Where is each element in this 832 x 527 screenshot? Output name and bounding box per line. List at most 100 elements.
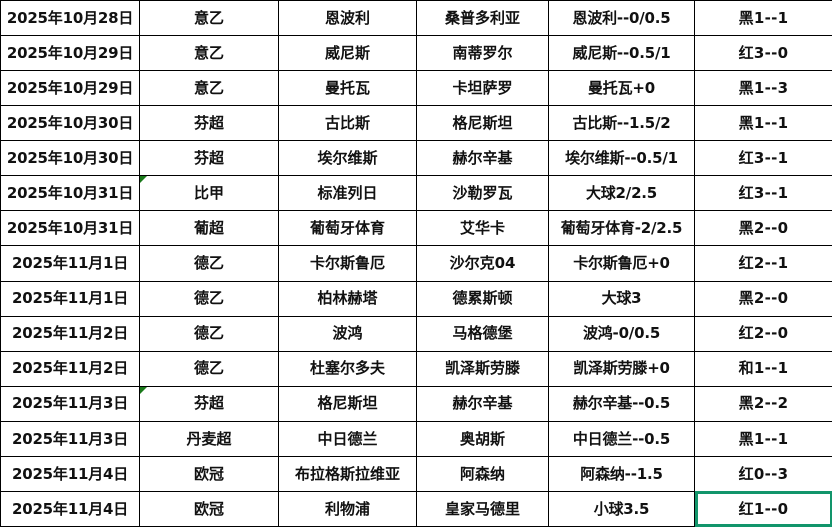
cell-away[interactable]: 卡坦萨罗 [416, 70, 549, 107]
cell-away[interactable]: 马格德堡 [416, 315, 549, 352]
cell-odds[interactable]: 葡萄牙体育-2/2.5 [548, 210, 695, 247]
cell-away[interactable]: 沙尔克04 [416, 245, 549, 282]
cell-date[interactable]: 2025年11月3日 [0, 385, 140, 422]
cell-home[interactable]: 柏林赫塔 [278, 280, 417, 317]
cell-away[interactable]: 奥胡斯 [416, 420, 549, 457]
table-row[interactable]: 2025年10月31日 葡超 葡萄牙体育 艾华卡 葡萄牙体育-2/2.5 黑2--0 [0, 210, 832, 247]
cell-result[interactable]: 黑1--1 [694, 0, 832, 37]
cell-away[interactable]: 阿森纳 [416, 455, 549, 492]
cell-date[interactable]: 2025年10月29日 [0, 35, 140, 72]
cell-league[interactable]: 意乙 [139, 0, 279, 37]
cell-result[interactable]: 黑1--3 [694, 70, 832, 107]
table-row[interactable]: 2025年10月29日 意乙 曼托瓦 卡坦萨罗 曼托瓦+0 黑1--3 [0, 70, 832, 107]
table-row[interactable]: 2025年10月30日 芬超 埃尔维斯 赫尔辛基 埃尔维斯--0.5/1 红3--1 [0, 140, 832, 177]
cell-result[interactable]: 和1--1 [694, 350, 832, 387]
cell-home[interactable]: 利物浦 [278, 490, 417, 527]
cell-home[interactable]: 布拉格斯拉维亚 [278, 455, 417, 492]
cell-odds[interactable]: 恩波利--0/0.5 [548, 0, 695, 37]
cell-odds[interactable]: 中日德兰--0.5 [548, 420, 695, 457]
cell-date[interactable]: 2025年10月28日 [0, 0, 140, 37]
cell-date[interactable]: 2025年11月4日 [0, 455, 140, 492]
cell-date[interactable]: 2025年10月31日 [0, 210, 140, 247]
cell-league[interactable]: 比甲 [139, 175, 279, 212]
cell-odds[interactable]: 波鸿-0/0.5 [548, 315, 695, 352]
cell-date[interactable]: 2025年11月1日 [0, 245, 140, 282]
table-row[interactable]: 2025年10月30日 芬超 古比斯 格尼斯坦 古比斯--1.5/2 黑1--1 [0, 105, 832, 142]
cell-result[interactable]: 黑1--1 [694, 420, 832, 457]
table-row[interactable]: 2025年11月4日 欧冠 利物浦 皇家马德里 小球3.5 红1--0 [0, 490, 832, 527]
cell-odds[interactable]: 古比斯--1.5/2 [548, 105, 695, 142]
table-row[interactable]: 2025年10月28日 意乙 恩波利 桑普多利亚 恩波利--0/0.5 黑1--1 [0, 0, 832, 37]
cell-result[interactable]: 红3--0 [694, 35, 832, 72]
cell-odds[interactable]: 曼托瓦+0 [548, 70, 695, 107]
cell-away[interactable]: 赫尔辛基 [416, 385, 549, 422]
table-row[interactable]: 2025年11月2日 德乙 波鸿 马格德堡 波鸿-0/0.5 红2--0 [0, 315, 832, 352]
cell-league[interactable]: 芬超 [139, 105, 279, 142]
cell-odds[interactable]: 卡尔斯鲁厄+0 [548, 245, 695, 282]
cell-odds[interactable]: 大球2/2.5 [548, 175, 695, 212]
table-row[interactable]: 2025年11月1日 德乙 柏林赫塔 德累斯顿 大球3 黑2--0 [0, 280, 832, 317]
cell-result[interactable]: 黑1--1 [694, 105, 832, 142]
cell-result[interactable]: 红2--0 [694, 315, 832, 352]
cell-date[interactable]: 2025年10月30日 [0, 105, 140, 142]
cell-result[interactable]: 黑2--0 [694, 280, 832, 317]
cell-league[interactable]: 葡超 [139, 210, 279, 247]
cell-away[interactable]: 凯泽斯劳滕 [416, 350, 549, 387]
cell-league[interactable]: 德乙 [139, 280, 279, 317]
cell-league[interactable]: 德乙 [139, 245, 279, 282]
cell-odds[interactable]: 赫尔辛基--0.5 [548, 385, 695, 422]
cell-home[interactable]: 杜塞尔多夫 [278, 350, 417, 387]
cell-home[interactable]: 格尼斯坦 [278, 385, 417, 422]
cell-odds[interactable]: 大球3 [548, 280, 695, 317]
cell-league[interactable]: 意乙 [139, 70, 279, 107]
cell-date[interactable]: 2025年11月1日 [0, 280, 140, 317]
cell-away[interactable]: 南蒂罗尔 [416, 35, 549, 72]
cell-date[interactable]: 2025年10月31日 [0, 175, 140, 212]
cell-away[interactable]: 艾华卡 [416, 210, 549, 247]
cell-home[interactable]: 恩波利 [278, 0, 417, 37]
table-row[interactable]: 2025年11月3日 丹麦超 中日德兰 奥胡斯 中日德兰--0.5 黑1--1 [0, 420, 832, 457]
cell-home[interactable]: 波鸿 [278, 315, 417, 352]
cell-league[interactable]: 欧冠 [139, 490, 279, 527]
cell-result[interactable]: 黑2--0 [694, 210, 832, 247]
cell-date[interactable]: 2025年11月3日 [0, 420, 140, 457]
cell-league[interactable]: 芬超 [139, 140, 279, 177]
cell-away[interactable]: 皇家马德里 [416, 490, 549, 527]
cell-home[interactable]: 曼托瓦 [278, 70, 417, 107]
cell-home[interactable]: 埃尔维斯 [278, 140, 417, 177]
cell-odds[interactable]: 威尼斯--0.5/1 [548, 35, 695, 72]
cell-league[interactable]: 意乙 [139, 35, 279, 72]
cell-result[interactable]: 红2--1 [694, 245, 832, 282]
cell-away[interactable]: 德累斯顿 [416, 280, 549, 317]
table-row[interactable]: 2025年11月2日 德乙 杜塞尔多夫 凯泽斯劳滕 凯泽斯劳滕+0 和1--1 [0, 350, 832, 387]
cell-league[interactable]: 欧冠 [139, 455, 279, 492]
cell-result[interactable]: 黑2--2 [694, 385, 832, 422]
cell-date[interactable]: 2025年11月4日 [0, 490, 140, 527]
cell-league[interactable]: 芬超 [139, 385, 279, 422]
cell-home[interactable]: 威尼斯 [278, 35, 417, 72]
table-row[interactable]: 2025年11月3日 芬超 格尼斯坦 赫尔辛基 赫尔辛基--0.5 黑2--2 [0, 385, 832, 422]
cell-date[interactable]: 2025年10月29日 [0, 70, 140, 107]
cell-league[interactable]: 德乙 [139, 350, 279, 387]
cell-result[interactable]: 红3--1 [694, 175, 832, 212]
table-row[interactable]: 2025年11月4日 欧冠 布拉格斯拉维亚 阿森纳 阿森纳--1.5 红0--3 [0, 455, 832, 492]
cell-away[interactable]: 赫尔辛基 [416, 140, 549, 177]
cell-odds[interactable]: 埃尔维斯--0.5/1 [548, 140, 695, 177]
cell-away[interactable]: 桑普多利亚 [416, 0, 549, 37]
cell-result[interactable]: 红0--3 [694, 455, 832, 492]
cell-home[interactable]: 古比斯 [278, 105, 417, 142]
cell-date[interactable]: 2025年10月30日 [0, 140, 140, 177]
cell-home[interactable]: 中日德兰 [278, 420, 417, 457]
cell-home[interactable]: 标准列日 [278, 175, 417, 212]
cell-date[interactable]: 2025年11月2日 [0, 350, 140, 387]
cell-odds[interactable]: 凯泽斯劳滕+0 [548, 350, 695, 387]
cell-home[interactable]: 卡尔斯鲁厄 [278, 245, 417, 282]
cell-result[interactable]: 红3--1 [694, 140, 832, 177]
table-row[interactable]: 2025年11月1日 德乙 卡尔斯鲁厄 沙尔克04 卡尔斯鲁厄+0 红2--1 [0, 245, 832, 282]
cell-league[interactable]: 丹麦超 [139, 420, 279, 457]
cell-result-highlighted[interactable]: 红1--0 [694, 490, 832, 527]
cell-date[interactable]: 2025年11月2日 [0, 315, 140, 352]
cell-away[interactable]: 沙勒罗瓦 [416, 175, 549, 212]
cell-away[interactable]: 格尼斯坦 [416, 105, 549, 142]
cell-odds[interactable]: 小球3.5 [548, 490, 695, 527]
